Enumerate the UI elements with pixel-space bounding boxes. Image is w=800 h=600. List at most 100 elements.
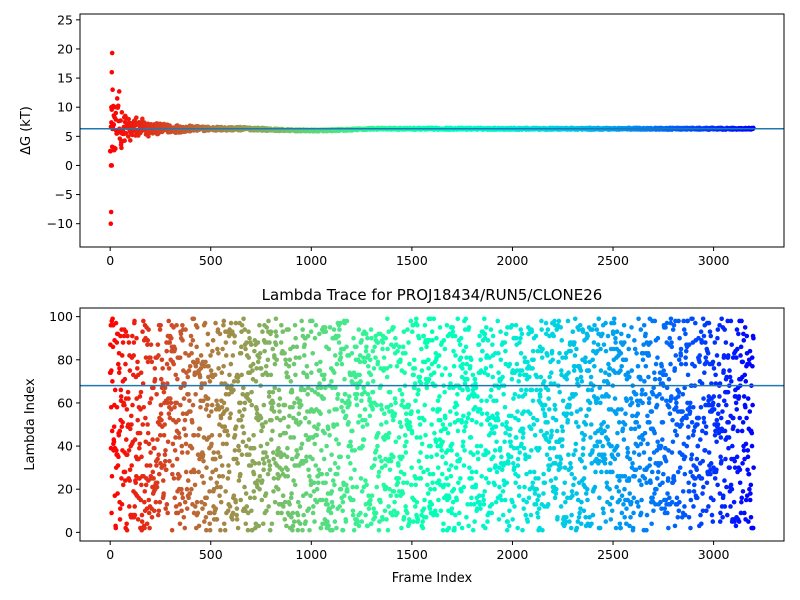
bottom-data-point <box>495 411 500 417</box>
bottom-data-point <box>272 361 278 367</box>
bottom-data-point <box>431 316 437 322</box>
bottom-data-point <box>400 344 406 350</box>
bottom-data-point <box>211 486 217 492</box>
bottom-data-point <box>156 471 162 477</box>
bottom-data-point <box>288 495 294 501</box>
bottom-data-point <box>635 363 641 369</box>
bottom-data-point <box>558 461 563 466</box>
bottom-data-point <box>176 430 182 436</box>
bottom-data-point <box>614 329 620 335</box>
bottom-data-point <box>578 374 584 380</box>
bottom-data-point <box>246 329 251 335</box>
bottom-data-point <box>432 430 437 436</box>
bottom-data-point <box>657 391 662 397</box>
bottom-data-point <box>391 489 397 494</box>
bottom-data-point <box>224 441 229 447</box>
bottom-data-point <box>677 499 682 505</box>
bottom-data-point <box>293 335 298 341</box>
bottom-data-point <box>676 394 681 399</box>
bottom-data-point <box>373 355 378 360</box>
bottom-data-point <box>720 493 726 498</box>
bottom-data-point <box>713 381 719 386</box>
bottom-data-point <box>564 411 570 417</box>
bottom-data-point <box>221 318 227 324</box>
bottom-data-point <box>307 527 312 533</box>
bottom-data-point <box>206 363 211 369</box>
bottom-data-point <box>530 398 536 404</box>
bottom-data-point <box>641 342 646 347</box>
bottom-data-point <box>594 327 600 332</box>
bottom-data-point <box>495 318 501 324</box>
bottom-data-point <box>378 499 383 505</box>
bottom-data-point <box>214 517 220 522</box>
bottom-data-point <box>348 461 353 466</box>
bottom-data-point <box>318 359 323 365</box>
bottom-data-point <box>422 417 427 423</box>
bottom-data-point <box>332 482 337 488</box>
bottom-data-point <box>602 452 607 458</box>
bottom-data-point <box>732 458 738 464</box>
bottom-data-point <box>408 482 414 488</box>
bottom-data-point <box>572 476 577 481</box>
bottom-data-point <box>638 510 644 516</box>
bottom-data-point <box>361 385 366 391</box>
bottom-data-point <box>550 357 555 363</box>
bottom-data-point <box>639 387 645 393</box>
bottom-data-point <box>466 325 472 330</box>
top-data-point <box>122 113 128 119</box>
bottom-data-point <box>741 448 747 453</box>
bottom-data-point <box>669 450 675 455</box>
bottom-data-point <box>475 394 480 399</box>
bottom-data-point <box>251 445 257 451</box>
bottom-data-point <box>474 506 480 511</box>
bottom-data-point <box>663 497 669 503</box>
bottom-data-point <box>127 426 133 432</box>
bottom-data-point <box>455 391 460 397</box>
bottom-data-point <box>365 363 371 369</box>
bottom-data-point <box>555 514 560 520</box>
bottom-data-point <box>534 417 540 423</box>
bottom-data-point <box>379 465 385 470</box>
bottom-data-point <box>151 508 157 514</box>
bottom-data-point <box>507 361 513 367</box>
bottom-data-point <box>249 508 254 514</box>
bottom-data-point <box>723 402 729 408</box>
bottom-data-point <box>178 402 183 408</box>
bottom-data-point <box>587 400 593 406</box>
bottom-data-point <box>214 484 220 490</box>
bottom-data-point <box>731 424 736 429</box>
bottom-data-point <box>663 458 669 464</box>
bottom-data-point <box>354 484 360 490</box>
bottom-data-point <box>670 439 676 445</box>
bottom-data-point <box>700 316 706 322</box>
bottom-data-point <box>181 426 187 432</box>
bottom-data-point <box>722 478 727 483</box>
bottom-data-point <box>331 327 337 332</box>
top-data-point <box>109 69 115 75</box>
bottom-data-point <box>292 400 297 406</box>
bottom-data-point <box>750 402 755 408</box>
bottom-data-point <box>659 363 665 369</box>
bottom-data-point <box>675 514 681 520</box>
bottom-data-point <box>301 512 306 518</box>
bottom-data-point <box>345 454 351 460</box>
bottom-data-point <box>192 482 198 488</box>
bottom-data-point <box>667 335 673 341</box>
bottom-data-point <box>576 424 581 429</box>
bottom-data-point <box>565 417 571 423</box>
bottom-data-point <box>162 452 168 458</box>
top-data-point <box>110 87 115 93</box>
bottom-data-point <box>476 342 482 347</box>
bottom-data-point <box>364 422 370 427</box>
bottom-data-point <box>649 469 655 475</box>
bottom-data-point <box>488 394 493 399</box>
bottom-data-point <box>685 372 691 378</box>
bottom-data-point <box>311 489 317 494</box>
bottom-data-point <box>535 514 541 520</box>
bottom-data-point <box>500 512 506 518</box>
bottom-data-point <box>165 439 171 445</box>
bottom-data-point <box>279 467 285 473</box>
bottom-data-point <box>416 458 422 464</box>
bottom-data-point <box>149 514 155 520</box>
bottom-data-point <box>261 467 266 473</box>
